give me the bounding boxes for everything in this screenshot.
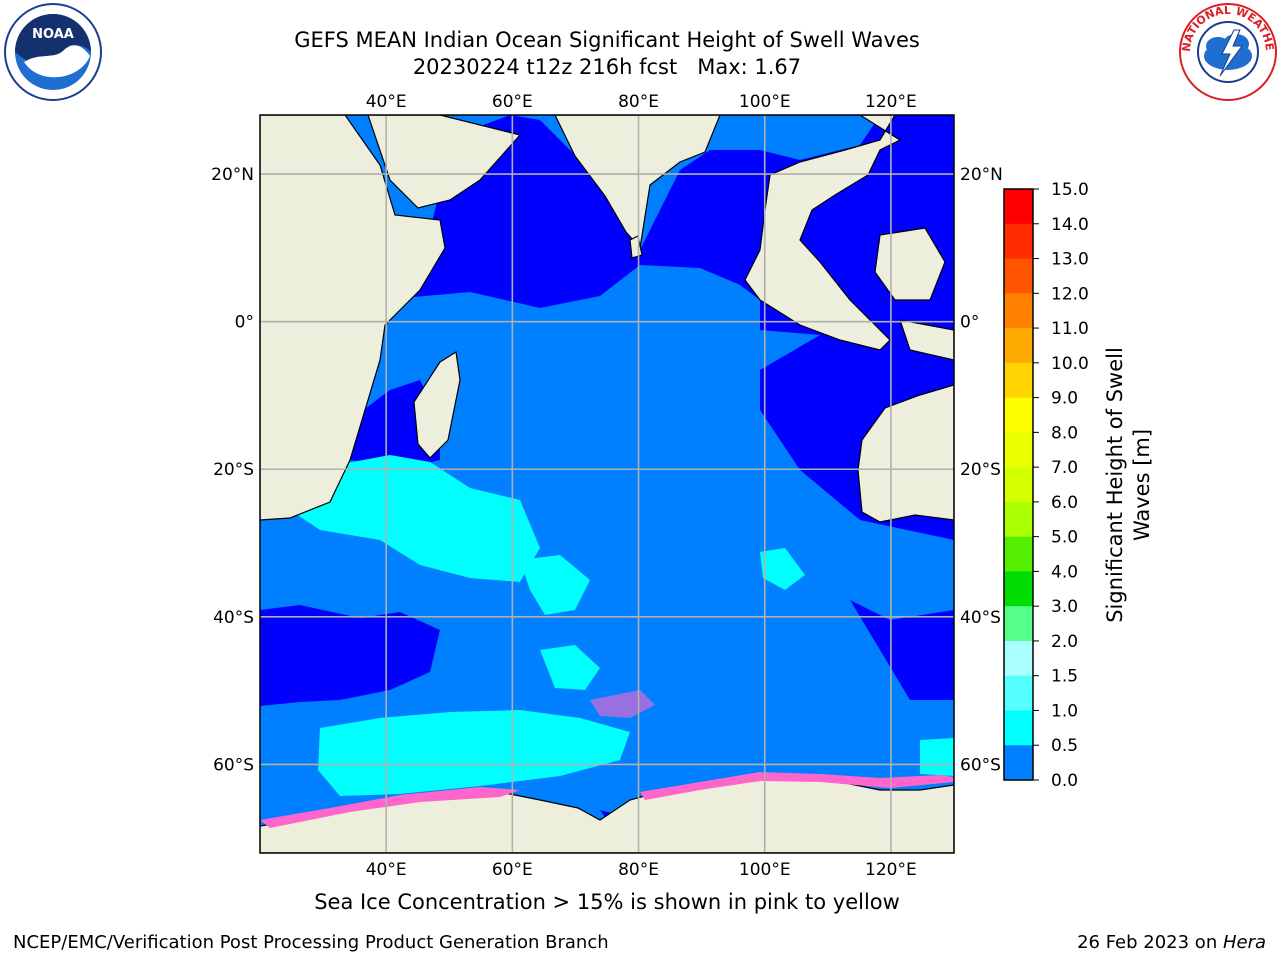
- lon-tick-top: 60°E: [492, 92, 533, 112]
- lon-tick-bottom: 60°E: [492, 860, 533, 880]
- colorbar-tick-label: 9.0: [1051, 389, 1078, 409]
- colorbar-tick-label: 8.0: [1051, 423, 1078, 443]
- colorbar-label-line1: Significant Height of Swell: [1103, 347, 1127, 623]
- footer-date: 26 Feb 2023 on Hera: [1077, 932, 1266, 953]
- colorbar-tick-label: 11.0: [1051, 319, 1089, 339]
- map-frame: [259, 114, 955, 854]
- lat-tick-right: 0°: [960, 313, 979, 333]
- colorbar-band: [1004, 675, 1033, 711]
- lon-tick-bottom: 80°E: [618, 860, 659, 880]
- colorbar-label-line2: Waves [m]: [1130, 429, 1154, 541]
- colorbar-band: [1004, 745, 1033, 781]
- colorbar-tick-label: 1.0: [1051, 701, 1078, 721]
- colorbar-band: [1004, 362, 1033, 399]
- lon-tick-top: 40°E: [366, 92, 407, 112]
- lat-tick-right: 20°S: [960, 460, 1001, 480]
- lat-tick-right: 20°N: [960, 165, 1003, 185]
- colorbar-band: [1004, 189, 1033, 225]
- footer-host: Hera: [1222, 932, 1266, 953]
- lon-tick-top: 120°E: [865, 92, 917, 112]
- map-subtitle: 20230224 t12z 216h fcst Max: 1.67: [412, 55, 802, 79]
- colorbar-tick-label: 0.0: [1051, 771, 1078, 791]
- noaa-logo: NOAA: [4, 3, 102, 101]
- colorbar-band: [1004, 223, 1033, 260]
- footer-date-text: 26 Feb 2023 on: [1077, 932, 1223, 953]
- colorbar-tick-label: 13.0: [1051, 250, 1089, 270]
- lon-tick-bottom: 100°E: [739, 860, 791, 880]
- colorbar-tick-label: 3.0: [1051, 597, 1078, 617]
- colorbar-tick-label: 10.0: [1051, 354, 1089, 374]
- sea-ice-caption: Sea Ice Concentration > 15% is shown in …: [314, 890, 900, 914]
- nws-logo: NATIONAL WEATHER SERVICE: [1178, 2, 1277, 101]
- colorbar-band: [1004, 606, 1033, 642]
- map-area: [260, 115, 954, 853]
- colorbar-tick-label: 4.0: [1051, 562, 1078, 582]
- colorbar: 15.0 14.0 13.0 12.0 11.0 10.0 9.0 8.0 7.0 6.0 5.0 4…: [1003, 180, 1089, 791]
- colorbar-tick-label: 6.0: [1051, 493, 1078, 513]
- colorbar-band: [1004, 432, 1033, 468]
- colorbar-band: [1004, 571, 1033, 607]
- lon-tick-bottom: 40°E: [366, 860, 407, 880]
- colorbar-tick-label: 5.0: [1051, 528, 1078, 548]
- high-swell-regions: [290, 455, 954, 796]
- colorbar-tick-label: 1.5: [1051, 667, 1078, 687]
- lat-tick-right: 40°S: [960, 608, 1001, 628]
- colorbar-band: [1004, 501, 1033, 538]
- lat-tick-left: 20°S: [213, 460, 254, 480]
- map-gridlines: [260, 115, 954, 853]
- colorbar-tick-label: 7.0: [1051, 458, 1078, 478]
- colorbar-band: [1004, 536, 1033, 572]
- colorbar-tick-label: 14.0: [1051, 215, 1089, 235]
- colorbar-tick-label: 15.0: [1051, 180, 1089, 200]
- colorbar-band: [1004, 640, 1033, 677]
- lat-tick-left: 20°N: [211, 165, 254, 185]
- lat-tick-left: 0°: [235, 313, 254, 333]
- axis-tick-labels: 40°E 40°E 60°E 60°E 80°E 80°E 100°E 100°E 120°E 1…: [211, 92, 1003, 880]
- footer-branch: NCEP/EMC/Verification Post Processing Pr…: [13, 932, 609, 953]
- lat-tick-left: 60°S: [213, 755, 254, 775]
- colorbar-tick-label: 12.0: [1051, 284, 1089, 304]
- lat-tick-left: 40°S: [213, 608, 254, 628]
- colorbar-band: [1004, 467, 1033, 503]
- colorbar-band: [1004, 328, 1033, 364]
- lon-tick-bottom: 120°E: [865, 860, 917, 880]
- lon-tick-top: 80°E: [618, 92, 659, 112]
- colorbar-band: [1004, 293, 1033, 329]
- colorbar-band: [1004, 710, 1033, 746]
- lat-tick-right: 60°S: [960, 755, 1001, 775]
- colorbar-tick-label: 0.5: [1051, 736, 1078, 756]
- lon-tick-top: 100°E: [739, 92, 791, 112]
- colorbar-band: [1004, 397, 1033, 433]
- colorbar-frame: [1003, 188, 1034, 781]
- map-title: GEFS MEAN Indian Ocean Significant Heigh…: [294, 28, 920, 52]
- colorbar-tick-label: 2.0: [1051, 632, 1078, 652]
- colorbar-band: [1004, 258, 1033, 294]
- noaa-logo-text: NOAA: [32, 27, 74, 42]
